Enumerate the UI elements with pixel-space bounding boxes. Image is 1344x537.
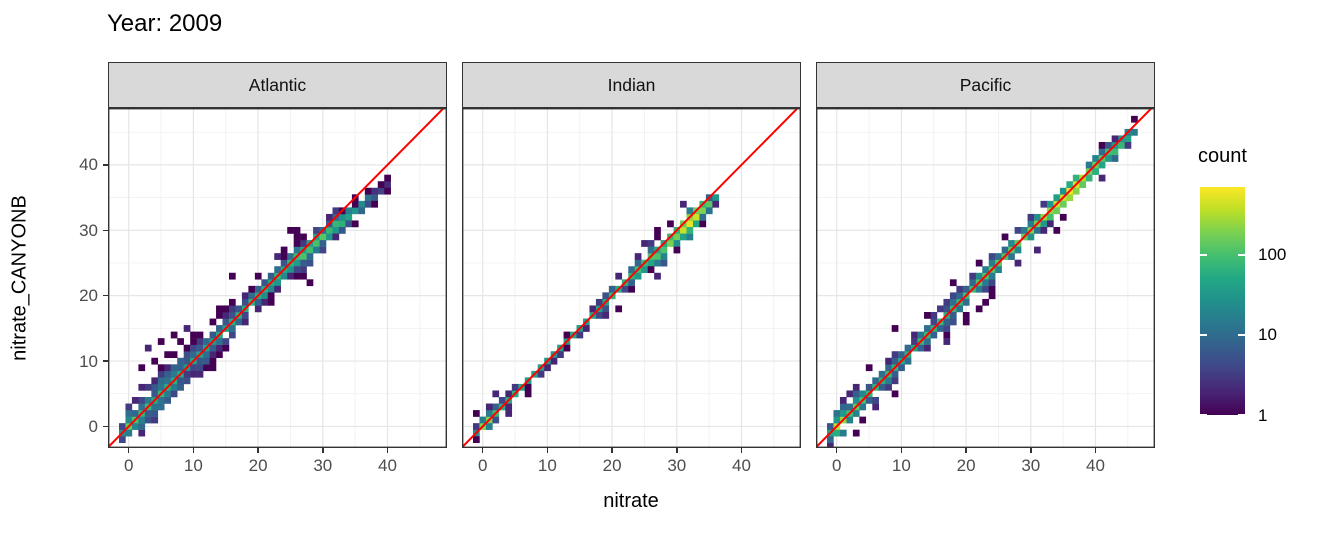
- legend-colorbar: [1200, 187, 1245, 415]
- bin-tiles: [118, 174, 391, 444]
- panel-border: [816, 108, 1155, 448]
- y-axis-title: nitrate_CANYONB: [8, 195, 31, 361]
- y-tick-mark: [103, 360, 108, 362]
- facet-strip-indian: Indian: [462, 62, 801, 108]
- x-tick-mark: [611, 448, 613, 453]
- panel-border: [108, 108, 447, 448]
- x-tick-mark: [676, 448, 678, 453]
- facet-strip-pacific: Pacific: [816, 62, 1155, 108]
- facet-panel-pacific: [816, 108, 1155, 448]
- legend-tick-label: 100: [1258, 245, 1287, 265]
- facet-strip-atlantic: Atlantic: [108, 62, 447, 108]
- y-tick-label: 30: [79, 220, 98, 240]
- legend-tick-mark: [1238, 253, 1245, 256]
- x-tick-label: 20: [248, 456, 268, 475]
- x-tick-label: 20: [602, 456, 622, 475]
- y-tick-label: 40: [79, 155, 98, 175]
- x-tick-mark: [740, 448, 743, 453]
- x-tick-mark: [257, 448, 259, 453]
- x-tick-label: 10: [183, 456, 203, 475]
- facet-panel-atlantic: [108, 108, 447, 448]
- x-tick-mark: [127, 448, 130, 453]
- legend-tick-label: 1: [1258, 405, 1268, 425]
- x-tick-label: 40: [378, 456, 397, 475]
- y-tick-mark: [103, 229, 108, 232]
- y-tick-mark: [103, 294, 108, 297]
- y-tick-mark: [103, 425, 108, 428]
- x-tick-label: 0: [123, 456, 134, 475]
- y-tick-label: 20: [79, 286, 98, 306]
- x-tick-mark: [1094, 448, 1097, 453]
- x-tick-label: 0: [831, 456, 842, 475]
- x-tick-label: 40: [1086, 456, 1105, 475]
- x-tick-label: 20: [956, 456, 976, 475]
- x-tick-label: 30: [313, 456, 333, 475]
- x-tick-label: 0: [477, 456, 488, 475]
- legend-tick-mark: [1200, 414, 1207, 416]
- x-tick-mark: [386, 448, 389, 453]
- legend-tick-mark: [1238, 414, 1245, 416]
- facet-panel-indian: [462, 108, 801, 448]
- x-axis-title: nitrate: [603, 490, 659, 512]
- x-tick-mark: [546, 448, 549, 453]
- y-tick-label: 0: [88, 416, 98, 436]
- x-tick-label: 40: [732, 456, 751, 475]
- x-tick-mark: [1030, 448, 1032, 453]
- x-tick-label: 30: [667, 456, 687, 475]
- identity-line: [816, 108, 1154, 448]
- legend-tick-label: 10: [1258, 325, 1277, 345]
- x-tick-mark: [322, 448, 324, 453]
- x-tick-label: 30: [1021, 456, 1041, 475]
- x-tick-label: 10: [537, 456, 557, 475]
- x-tick-mark: [835, 448, 838, 453]
- legend-tick-mark: [1200, 334, 1207, 336]
- x-tick-mark: [481, 448, 484, 453]
- legend-tick-mark: [1200, 253, 1207, 256]
- grid-major: [108, 108, 447, 448]
- y-tick-mark: [103, 164, 108, 166]
- identity-line: [108, 108, 446, 448]
- legend-title: count: [1198, 145, 1247, 167]
- x-tick-label: 10: [891, 456, 911, 475]
- y-tick-label: 10: [79, 351, 98, 371]
- x-tick-mark: [192, 448, 195, 453]
- panel-border: [462, 108, 801, 448]
- plot-title: Year: 2009: [107, 10, 223, 37]
- x-tick-mark: [965, 448, 967, 453]
- identity-line: [462, 108, 800, 448]
- grid-major: [462, 108, 801, 448]
- legend-tick-mark: [1238, 334, 1245, 336]
- x-tick-mark: [900, 448, 903, 453]
